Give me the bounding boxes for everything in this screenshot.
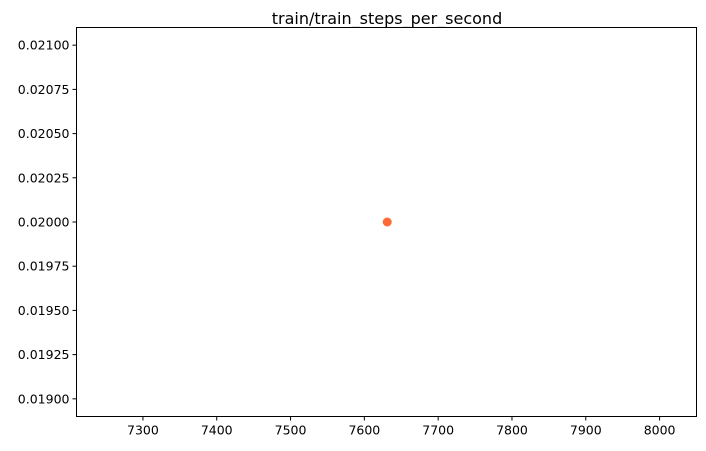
- x-tick-label: 7600: [348, 423, 380, 438]
- x-tick-label: 7500: [275, 423, 307, 438]
- y-tick-label: 0.02100: [18, 38, 70, 53]
- y-tick-label: 0.02075: [18, 82, 70, 97]
- x-tick-label: 7800: [496, 423, 528, 438]
- chart-title: train/train_steps_per_second: [272, 9, 502, 29]
- y-tick-label: 0.02025: [18, 170, 70, 185]
- y-tick-label: 0.02050: [18, 126, 70, 141]
- x-tick-label: 7300: [127, 423, 159, 438]
- y-tick-label: 0.01975: [18, 259, 70, 274]
- y-tick-label: 0.02000: [18, 215, 70, 230]
- x-axis: 7300 7400 7500 7600 7700 7800 7900 8000: [127, 416, 676, 438]
- x-tick-label: 7700: [422, 423, 454, 438]
- y-tick-label: 0.01950: [18, 303, 70, 318]
- y-tick-label: 0.01900: [18, 391, 70, 406]
- y-tick-label: 0.01925: [18, 347, 70, 362]
- x-tick-label: 7900: [570, 423, 602, 438]
- x-tick-label: 8000: [644, 423, 676, 438]
- data-points: [382, 217, 392, 227]
- data-point: [382, 217, 392, 227]
- x-tick-label: 7400: [201, 423, 233, 438]
- y-axis: 0.01900 0.01925 0.01950 0.01975 0.02000 0.020…: [18, 38, 77, 406]
